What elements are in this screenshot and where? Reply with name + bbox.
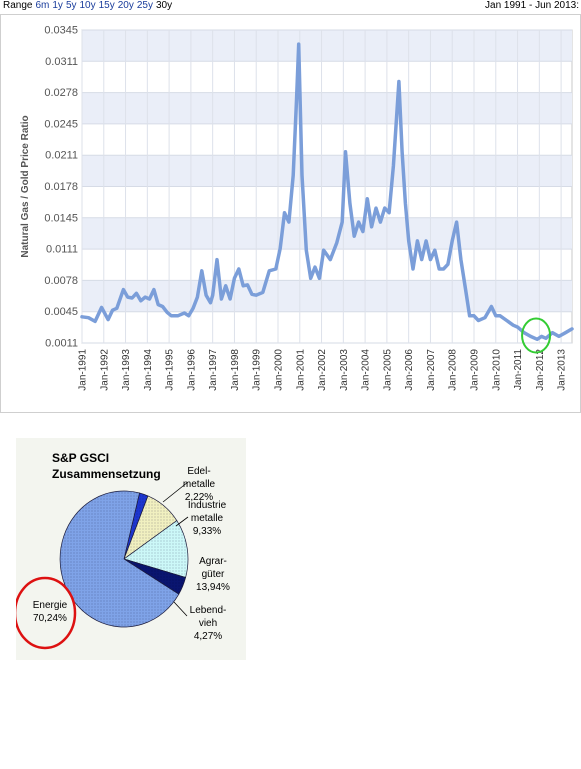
pie-label-agrargüter: güter — [202, 569, 225, 580]
pie-label-lebendvieh: Lebend- — [190, 605, 227, 616]
x-tick-label: Jan-2009 — [470, 349, 481, 391]
x-tick-label: Jan-2006 — [404, 349, 415, 391]
pie-chart-svg: Energie 70,24% Edel-metalle 2,22%Industrie m… — [16, 466, 230, 650]
date-range-label: Jan 1991 - Jun 2013: — [485, 0, 579, 11]
ratio-series-line — [80, 42, 574, 342]
pie-slice-energie — [59, 490, 180, 628]
pie-label-lebendvieh: 4,27% — [194, 631, 222, 642]
x-tick-label: Jan-2000 — [274, 349, 285, 391]
x-tick-label: Jan-2010 — [491, 349, 502, 391]
range-label: Range — [3, 0, 33, 11]
pie-leader-line — [173, 601, 188, 617]
y-tick-label: 0.0211 — [45, 150, 78, 162]
y-tick-label: 0.0245 — [44, 118, 78, 130]
range-option-6m[interactable]: 6m — [35, 0, 50, 11]
x-tick-label: Jan-2001 — [295, 349, 306, 391]
x-tick-label: Jan-2003 — [339, 349, 350, 391]
y-tick-label: 0.0111 — [46, 244, 78, 256]
y-tick-label: 0.0345 — [44, 25, 78, 37]
x-tick-label: Jan-1993 — [121, 349, 132, 391]
pie-title-line-1: S&P GSCI — [52, 451, 110, 465]
range-option-15y[interactable]: 15y — [98, 0, 115, 11]
x-tick-label: Jan-2011 — [513, 349, 524, 390]
pie-label-industriemetalle: 9,33% — [193, 526, 221, 537]
x-tick-label: Jan-1991 — [78, 349, 89, 391]
x-tick-label: Jan-2008 — [448, 349, 459, 391]
x-tick-label: Jan-1996 — [186, 349, 197, 391]
x-tick-label: Jan-1995 — [165, 349, 176, 391]
pie-label-lebendvieh: vieh — [199, 618, 217, 629]
pie-slice-agrargüter — [123, 520, 189, 578]
range-option-25y[interactable]: 25y — [136, 0, 153, 11]
pie-label-edelmetalle: metalle — [183, 479, 216, 490]
y-tick-label: 0.0078 — [44, 275, 78, 287]
x-tick-label: Jan-2005 — [382, 349, 393, 391]
y-tick-label: 0.0011 — [45, 338, 78, 350]
x-tick-label: Jan-2007 — [426, 349, 437, 391]
y-tick-label: 0.0278 — [44, 87, 78, 99]
pie-label-industriemetalle: metalle — [191, 513, 224, 524]
ratio-line-chart-svg: 0.0011 0.0045 0.0078 0.0111 0.0145 0.0178 0.02… — [0, 14, 581, 413]
range-option-30y[interactable]: 30y — [156, 0, 173, 11]
y-tick-label: 0.0311 — [45, 56, 78, 68]
x-tick-label: Jan-2004 — [361, 349, 372, 391]
pie-chart-panel: S&P GSCI Zusammensetzung Energie 70,24% Ed… — [16, 438, 246, 660]
x-tick-label: Jan-1992 — [99, 349, 110, 391]
grid-band — [82, 92, 572, 124]
range-selector: Range 6m 1y 5y 10y 15y 20y 25y 30y — [3, 0, 175, 12]
pie-title-line-2: Zusammensetzung — [52, 467, 161, 481]
range-option-10y[interactable]: 10y — [79, 0, 96, 11]
pie-label-edelmetalle: 2,22% — [185, 492, 213, 503]
pie-label-energie: Energie — [33, 600, 68, 611]
pie-label-energie: 70,24% — [33, 613, 67, 624]
y-axis-label: Natural Gas / Gold Price Ratio — [20, 115, 31, 257]
ratio-line-chart: 0.0011 0.0045 0.0078 0.0111 0.0145 0.0178 0.02… — [0, 14, 581, 414]
x-tick-label: Jan-2012 — [535, 349, 546, 391]
pie-leader-line — [162, 481, 189, 503]
x-tick-label: Jan-2002 — [317, 349, 328, 391]
energie-highlight-circle — [16, 576, 77, 650]
x-tick-label: Jan-1994 — [143, 349, 154, 391]
x-tick-label: Jan-1998 — [230, 349, 241, 391]
grid-band — [82, 217, 572, 250]
y-tick-label: 0.0045 — [44, 306, 78, 318]
pie-label-industriemetalle: Industrie — [188, 500, 227, 511]
range-option-1y[interactable]: 1y — [52, 0, 63, 11]
range-option-5y[interactable]: 5y — [65, 0, 77, 11]
x-tick-label: Jan-1997 — [208, 349, 219, 391]
range-option-20y[interactable]: 20y — [117, 0, 134, 11]
y-tick-label: 0.0178 — [44, 181, 78, 193]
pie-leader-line — [175, 516, 189, 527]
highlight-circle — [521, 317, 552, 354]
x-tick-label: Jan-1999 — [252, 349, 263, 391]
pie-label-agrargüter: 13,94% — [196, 582, 230, 593]
y-tick-label: 0.0145 — [44, 212, 78, 224]
toolbar: Range 6m 1y 5y 10y 15y 20y 25y 30y Jan 1991 - Ju… — [0, 0, 581, 14]
grid-band — [82, 30, 572, 62]
pie-label-edelmetalle: Edel- — [187, 466, 210, 477]
x-tick-label: Jan-2013 — [557, 349, 568, 391]
pie-label-agrargüter: Agrar- — [199, 556, 227, 567]
grid-band — [82, 155, 572, 187]
